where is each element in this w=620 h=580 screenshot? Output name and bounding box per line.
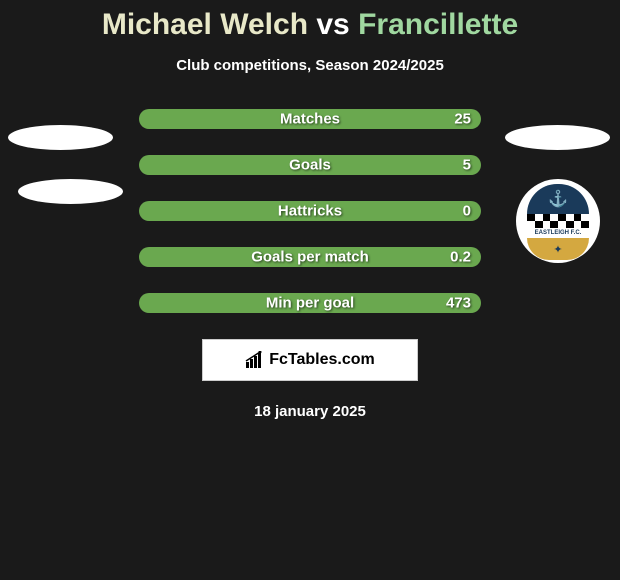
stat-label: Min per goal xyxy=(266,295,354,312)
stat-row: Goals per match 0.2 xyxy=(139,247,481,267)
page-title: Michael Welch vs Francillette xyxy=(8,8,612,42)
stat-label: Hattricks xyxy=(278,203,342,220)
player1-name: Michael Welch xyxy=(102,8,308,41)
stat-label: Matches xyxy=(280,111,340,128)
stat-label: Goals per match xyxy=(251,249,369,266)
stat-row: Hattricks 0 xyxy=(139,201,481,221)
stat-value: 0 xyxy=(463,203,471,220)
stat-row: Matches 25 xyxy=(139,109,481,129)
stat-value: 473 xyxy=(446,295,471,312)
stat-row: Goals 5 xyxy=(139,155,481,175)
stat-value: 0.2 xyxy=(450,249,471,266)
date-text: 18 january 2025 xyxy=(8,403,612,420)
vs-text: vs xyxy=(316,8,349,41)
stat-label: Goals xyxy=(289,157,331,174)
brand-text: FcTables.com xyxy=(269,351,375,369)
player2-name: Francillette xyxy=(358,8,518,41)
stat-value: 5 xyxy=(463,157,471,174)
subtitle: Club competitions, Season 2024/2025 xyxy=(8,57,612,74)
stat-row: Min per goal 473 xyxy=(139,293,481,313)
stats-list: Matches 25 Goals 5 Hattricks 0 Goals per… xyxy=(8,109,612,313)
stat-value: 25 xyxy=(454,111,471,128)
chart-icon xyxy=(245,351,263,369)
comparison-card: Michael Welch vs Francillette Club compe… xyxy=(0,0,620,580)
branding-box: FcTables.com xyxy=(202,339,418,381)
